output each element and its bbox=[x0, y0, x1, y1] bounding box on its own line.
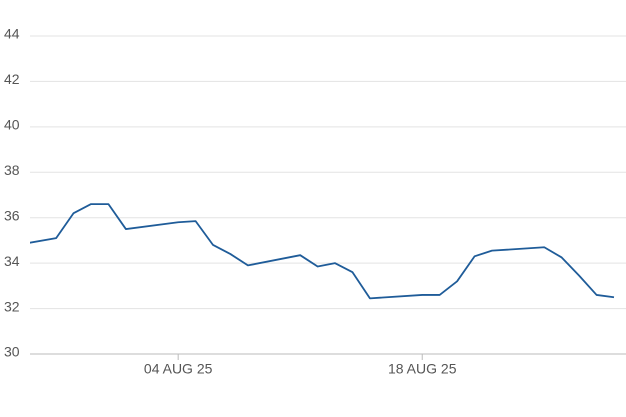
y-tick-label: 34 bbox=[4, 253, 20, 269]
line-series bbox=[30, 203, 615, 300]
y-tick-label: 36 bbox=[4, 207, 20, 223]
y-tick-label: 42 bbox=[4, 71, 20, 87]
y-tick-label: 30 bbox=[4, 344, 20, 360]
x-tick-label: 04 AUG 25 bbox=[144, 361, 213, 377]
y-tick-label: 40 bbox=[4, 117, 20, 133]
x-tick-label: 18 AUG 25 bbox=[388, 361, 457, 377]
y-tick-label: 32 bbox=[4, 298, 20, 314]
y-tick-label: 44 bbox=[4, 26, 20, 42]
y-tick-label: 38 bbox=[4, 162, 20, 178]
